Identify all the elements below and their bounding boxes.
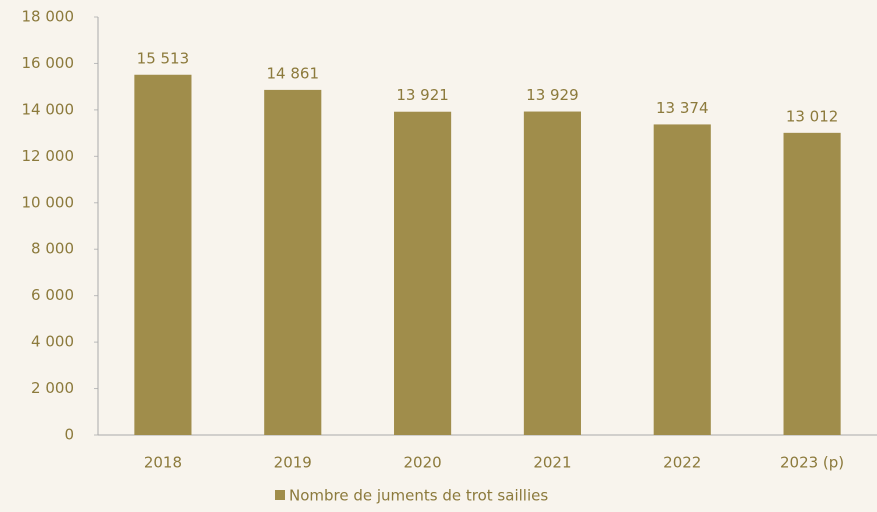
- y-tick-label: 12 000: [22, 147, 75, 165]
- legend-label: Nombre de juments de trot saillies: [289, 487, 548, 505]
- bar: [783, 132, 841, 435]
- value-label: 13 929: [526, 86, 579, 104]
- bar: [264, 89, 322, 435]
- value-label: 14 861: [267, 64, 320, 82]
- y-tick-label: 14 000: [22, 100, 75, 118]
- value-label: 13 921: [396, 86, 449, 104]
- legend-swatch: [275, 490, 285, 500]
- y-tick-label: 6 000: [31, 286, 74, 304]
- bar: [134, 74, 192, 436]
- y-tick-label: 10 000: [22, 193, 75, 211]
- value-label: 13 012: [786, 107, 839, 125]
- bar: [394, 111, 452, 435]
- y-tick-label: 2 000: [31, 379, 74, 397]
- y-tick-label: 0: [64, 426, 74, 444]
- value-label: 13 374: [656, 99, 709, 117]
- y-tick-label: 16 000: [22, 54, 75, 72]
- x-tick-label: 2021: [533, 454, 571, 472]
- x-tick-label: 2018: [144, 454, 182, 472]
- y-tick-label: 4 000: [31, 333, 74, 351]
- y-tick-label: 8 000: [31, 240, 74, 258]
- x-tick-label: 2022: [663, 454, 701, 472]
- x-tick-label: 2019: [274, 454, 312, 472]
- bar: [653, 124, 711, 436]
- x-tick-label: 2023 (p): [780, 454, 844, 472]
- bar: [523, 111, 581, 436]
- x-tick-label: 2020: [403, 454, 441, 472]
- y-tick-label: 18 000: [22, 8, 75, 26]
- value-label: 15 513: [137, 49, 190, 67]
